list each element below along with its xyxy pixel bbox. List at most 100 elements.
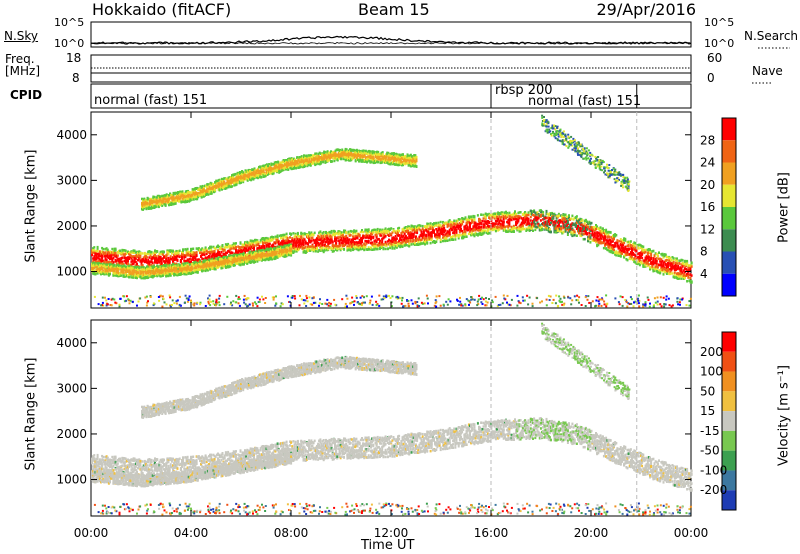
- power-cell: [264, 241, 267, 244]
- power-cell: [356, 246, 359, 249]
- power-cell: [330, 247, 333, 250]
- power-cell: [445, 222, 448, 225]
- power-cell: [170, 249, 173, 253]
- power-cell: [503, 211, 506, 214]
- power-cell: [101, 257, 104, 260]
- power-cell: [417, 226, 420, 230]
- power-cell: [143, 253, 146, 256]
- power-cell: [121, 256, 124, 259]
- power-cell: [435, 236, 438, 239]
- power-cell: [155, 255, 158, 258]
- power-cell: [422, 230, 425, 233]
- power-cell: [223, 180, 226, 184]
- power-cell: [302, 234, 305, 237]
- power-cell: [494, 219, 497, 223]
- power-cell: [511, 216, 514, 219]
- power-cell: [125, 257, 128, 260]
- power-cell: [479, 222, 482, 225]
- power-cell: [149, 252, 152, 255]
- power-cell: [440, 226, 443, 229]
- power-cell: [402, 227, 405, 231]
- power-cell: [214, 247, 217, 251]
- power-cell: [401, 245, 404, 248]
- power-cell: [229, 245, 232, 249]
- power-cell: [334, 233, 336, 236]
- power-cell: [283, 249, 286, 252]
- power-cell: [217, 251, 219, 255]
- power-cell: [150, 263, 153, 267]
- power-cell: [593, 231, 596, 235]
- power-cell: [362, 236, 365, 240]
- power-cell: [457, 218, 460, 221]
- power-cell: [339, 233, 342, 236]
- power-cell: [197, 258, 200, 261]
- power-cell: [313, 239, 316, 243]
- power-data: [91, 114, 693, 308]
- power-cell: [233, 242, 236, 246]
- power-cell: [195, 254, 198, 257]
- power-cell: [211, 253, 214, 257]
- power-cell: [303, 246, 306, 249]
- power-cell: [658, 251, 660, 254]
- power-cell: [177, 250, 180, 253]
- power-cell: [408, 232, 411, 235]
- power-cell: [305, 250, 308, 253]
- power-cell: [458, 229, 461, 232]
- power-cell: [124, 249, 127, 253]
- power-cell: [520, 217, 523, 220]
- power-cell: [406, 236, 408, 240]
- power-cell: [492, 222, 495, 225]
- power-cell: [127, 250, 129, 253]
- power-cell: [194, 256, 197, 260]
- power-cell: [401, 228, 404, 231]
- power-cell: [309, 241, 312, 244]
- power-cell: [98, 258, 101, 261]
- power-cell: [350, 245, 353, 248]
- power-cell: [670, 259, 673, 262]
- power-cell: [303, 232, 306, 236]
- power-cell: [179, 260, 182, 264]
- power-cell: [364, 245, 367, 249]
- power-cell: [461, 236, 464, 239]
- power-cell: [488, 212, 491, 216]
- power-cell: [401, 230, 404, 234]
- power-cell: [168, 197, 170, 200]
- power-cell: [165, 259, 168, 262]
- power-cell: [250, 250, 253, 253]
- power-cell: [337, 233, 340, 236]
- power-cell: [102, 259, 105, 263]
- power-cell: [167, 257, 170, 261]
- power-cell: [406, 230, 408, 233]
- power-cell: [201, 257, 204, 260]
- power-cell: [150, 260, 153, 264]
- power-cell: [419, 241, 422, 244]
- power-cell: [336, 236, 339, 239]
- power-cell: [196, 247, 199, 251]
- power-cell: [331, 247, 334, 250]
- power-cell: [265, 243, 268, 247]
- power-cell: [407, 229, 410, 233]
- power-cell: [426, 241, 429, 244]
- power-cell: [451, 228, 453, 232]
- power-cell: [507, 224, 510, 228]
- power-cell: [417, 224, 420, 227]
- power-cell: [286, 236, 289, 240]
- power-cell: [528, 224, 531, 227]
- power-cell: [519, 228, 522, 231]
- power-cell: [352, 232, 354, 235]
- power-cell: [352, 235, 354, 238]
- power-cell: [247, 241, 250, 244]
- power-cell: [533, 210, 536, 213]
- power-cell: [312, 248, 315, 252]
- power-cell: [94, 252, 97, 255]
- power-cell: [447, 223, 450, 226]
- power-cell: [124, 257, 127, 260]
- power-cell: [356, 241, 359, 245]
- power-cell: [355, 241, 358, 244]
- power-cell: [530, 211, 533, 215]
- power-cell: [339, 238, 342, 242]
- power-cell: [220, 245, 223, 249]
- power-cell: [391, 245, 394, 249]
- power-cell: [246, 240, 249, 244]
- power-cell: [249, 239, 252, 242]
